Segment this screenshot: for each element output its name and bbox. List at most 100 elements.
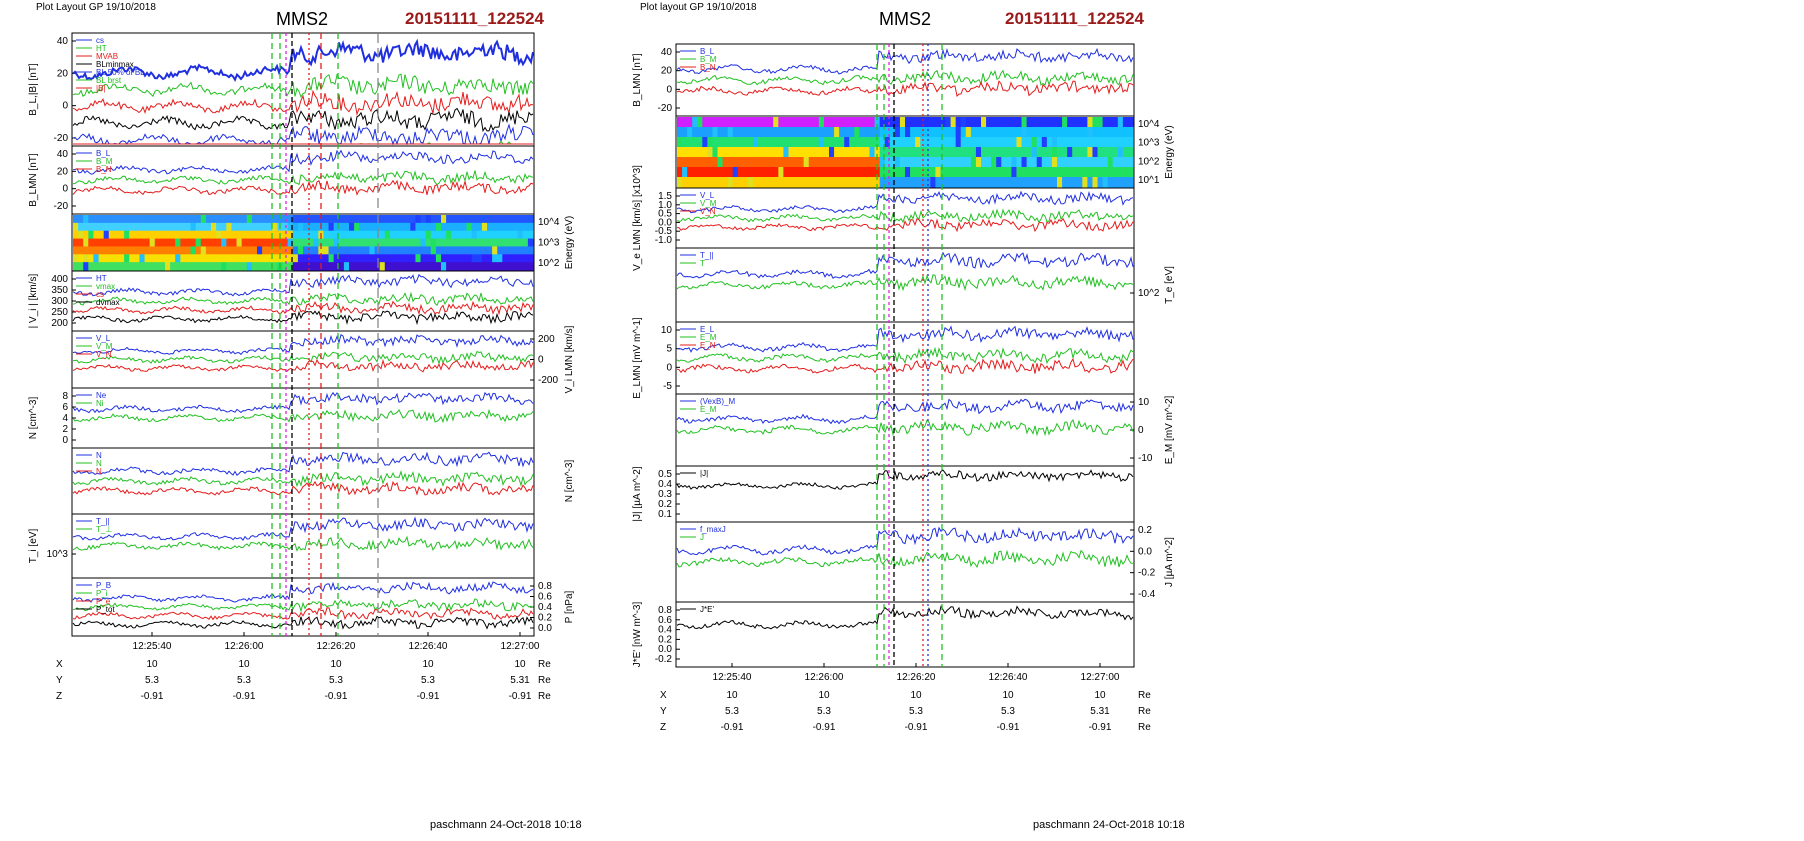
time-tick-label: 12:26:20 <box>897 672 936 683</box>
legend-entry: E_N <box>700 341 716 350</box>
legend-entry: T <box>700 259 705 268</box>
legend-entry: T_⊥ <box>96 525 112 534</box>
orbit-value: 10 <box>726 690 738 701</box>
data-trace <box>676 346 1134 365</box>
y-tick-label: 10^1 <box>1138 175 1160 186</box>
y-axis-label: N [cm^-3] <box>564 460 575 503</box>
data-trace <box>676 418 1134 437</box>
y-tick-label: 0 <box>62 101 68 112</box>
data-trace <box>72 469 534 488</box>
legend-entry: HT <box>96 274 107 283</box>
panel-frame <box>71 447 535 515</box>
y-tick-label: 400 <box>51 274 68 285</box>
data-trace <box>72 535 534 552</box>
y-tick-label: 10^4 <box>1138 119 1160 130</box>
data-trace <box>72 615 534 630</box>
orbit-value: 5.3 <box>1001 706 1015 717</box>
orbit-row-name: Y <box>56 675 63 686</box>
legend-entry: T_|| <box>96 517 110 526</box>
data-trace <box>72 310 534 326</box>
orbit-value: -0.91 <box>721 722 744 733</box>
y-tick-label: 0.6 <box>538 592 552 603</box>
orbit-unit: Re <box>1138 722 1151 733</box>
orbit-value: 10 <box>1002 690 1014 701</box>
legend-entry: P_e <box>96 597 111 606</box>
data-trace <box>676 357 1134 374</box>
panel-5: 200 0 -200 V_i LMN [km/s] V_LV_MV_N <box>71 325 575 393</box>
data-trace <box>72 607 534 621</box>
time-tick-label: 12:27:00 <box>1081 672 1120 683</box>
y-tick-label: 10^4 <box>538 217 560 228</box>
panel-frame <box>675 321 1135 395</box>
orbit-value: -0.91 <box>905 722 928 733</box>
y-tick-label: -0.4 <box>1138 589 1156 600</box>
data-trace <box>72 123 534 146</box>
time-tick-label: 12:26:20 <box>317 641 356 652</box>
legend-entry: B_M <box>96 157 113 166</box>
orbit-value: 5.3 <box>817 706 831 717</box>
y-tick-label: 0.4 <box>658 625 672 636</box>
y-axis-label: N [cm^-3] <box>28 397 39 440</box>
time-tick-label: 12:27:00 <box>501 641 540 652</box>
y-tick-label: 0.1 <box>658 509 672 520</box>
data-trace <box>72 451 534 476</box>
orbit-value: 5.3 <box>237 675 251 686</box>
y-tick-label: 300 <box>51 296 68 307</box>
panel-3: 10^4 10^3 10^2 Energy (eV) <box>71 213 575 272</box>
legend-entry: E_M <box>700 333 717 342</box>
y-tick-label: 10^3 <box>538 238 560 249</box>
legend-entry: V_N <box>96 350 112 359</box>
legend-entry: Ne <box>96 391 107 400</box>
y-tick-label: 8 <box>62 391 68 402</box>
legend-entry: V_L <box>96 334 111 343</box>
y-axis-label: Energy (eV) <box>564 216 575 269</box>
legend-entry: N <box>96 467 102 476</box>
data-trace <box>676 398 1134 425</box>
data-trace <box>72 598 534 613</box>
data-trace <box>72 334 534 356</box>
y-tick-label: 4 <box>62 413 68 424</box>
y-tick-label: 350 <box>51 285 68 296</box>
orbit-value: 10 <box>910 690 922 701</box>
y-tick-label: 0.8 <box>538 581 552 592</box>
data-trace <box>72 170 534 186</box>
y-tick-label: -0.2 <box>655 654 673 665</box>
orbit-value: 5.3 <box>909 706 923 717</box>
y-tick-label: 200 <box>51 318 68 329</box>
data-trace <box>72 581 534 603</box>
orbit-value: -0.91 <box>509 691 532 702</box>
orbit-row-name: X <box>56 659 63 670</box>
panel-7: N [cm^-3] NNN <box>71 447 575 515</box>
panel-1: 40 20 0 -20 B_LMN [nT] B_LB_MB_N <box>632 43 1135 117</box>
orbit-row-name: Y <box>660 706 667 717</box>
y-tick-label: -10 <box>1138 453 1153 464</box>
data-trace <box>676 208 1134 224</box>
data-trace <box>72 300 534 316</box>
orbit-value: -0.91 <box>233 691 256 702</box>
legend-entry: V_M <box>700 199 717 208</box>
layout-header: Plot Layout GP 19/10/2018 <box>36 2 156 13</box>
y-tick-label: 10^2 <box>538 258 560 269</box>
y-axis-label: T_i [eV] <box>28 529 39 564</box>
data-trace <box>676 469 1134 490</box>
legend-entry: f_maxJ <box>700 525 726 534</box>
y-tick-label: -0.2 <box>1138 568 1156 579</box>
legend-entry: B_N <box>700 63 716 72</box>
legend-entry: V_L <box>700 191 715 200</box>
footer-credit: paschmann 24-Oct-2018 10:18 <box>430 819 582 831</box>
y-tick-label: 10^3 <box>47 549 69 560</box>
y-tick-label: 0.3 <box>658 489 672 500</box>
y-tick-label: 0 <box>666 362 672 373</box>
footer-credit: paschmann 24-Oct-2018 10:18 <box>1033 819 1185 831</box>
y-tick-label: 1.0 <box>658 200 672 211</box>
data-trace <box>676 526 1134 556</box>
y-tick-label: 0.2 <box>1138 525 1152 536</box>
legend-entry: N <box>96 459 102 468</box>
legend-entry: T_|| <box>700 251 714 260</box>
legend-entry: vmax <box>96 282 115 291</box>
y-tick-label: 0 <box>538 355 544 366</box>
y-tick-label: 0.4 <box>538 602 552 613</box>
orbit-value: 5.3 <box>329 675 343 686</box>
